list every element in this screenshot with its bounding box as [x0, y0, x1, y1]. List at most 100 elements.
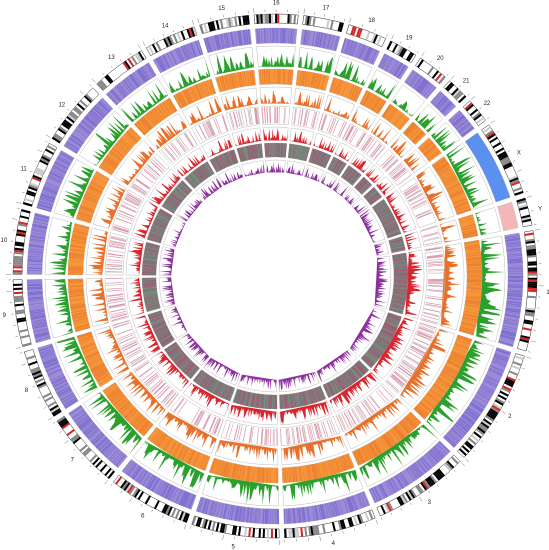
- track-ticks: [398, 177, 437, 229]
- chromosome-11: 11: [16, 140, 186, 248]
- track-ticks: [375, 148, 400, 173]
- track-histogram: [391, 84, 426, 117]
- chromosome-13: 13: [91, 44, 223, 201]
- track-heatmap: [402, 121, 427, 146]
- track-ideogram: [191, 515, 280, 539]
- track-histogram: [414, 104, 444, 133]
- track-histogram: [256, 45, 296, 68]
- track-histogram: [182, 382, 230, 417]
- track-heatmap: [63, 97, 114, 155]
- track-heatmap: [281, 453, 355, 484]
- track-ideogram: [462, 100, 487, 126]
- track-ticks: [104, 232, 129, 276]
- track-heatmap: [37, 343, 79, 410]
- track-ticks: [225, 106, 260, 131]
- track-histogram: [217, 165, 244, 186]
- track-heatmap: [359, 89, 387, 115]
- track-ideogram: [284, 509, 376, 539]
- track-heatmap: [417, 137, 442, 163]
- track-histogram: [93, 325, 130, 378]
- track-ideogram: [443, 80, 467, 104]
- track-histogram: [118, 77, 169, 123]
- track-heatmap: [203, 28, 252, 54]
- track-histogram: [286, 160, 306, 176]
- chromosome-label: 10: [1, 238, 8, 244]
- track-histogram: [281, 435, 348, 466]
- track-ticks: [111, 319, 148, 368]
- track-histogram: [372, 317, 418, 380]
- chromosome-17: 17: [286, 5, 346, 176]
- track-heatmap: [258, 68, 294, 86]
- chromosome-label: Y: [538, 207, 542, 213]
- track-histogram: [440, 242, 465, 331]
- track-histogram: [83, 391, 143, 455]
- track-ideogram: [346, 24, 387, 48]
- track-heatmap: [497, 232, 524, 348]
- track-histogram: [220, 87, 258, 111]
- chromosome-label: 11: [21, 166, 28, 172]
- chromosome-9: 9: [3, 277, 176, 349]
- chromosome-label: 5: [231, 544, 235, 550]
- track-histogram: [332, 179, 351, 198]
- chromosome-label: 4: [332, 541, 336, 547]
- track-histogram: [278, 371, 320, 393]
- chromosome-label: X: [517, 150, 521, 156]
- track-heatmap: [76, 331, 114, 388]
- track-histogram: [163, 216, 186, 248]
- chromosome-label: 9: [3, 313, 7, 319]
- track-histogram: [195, 175, 223, 201]
- track-heatmap: [287, 143, 311, 162]
- track-heatmap: [215, 69, 256, 93]
- track-heatmap: [141, 241, 161, 276]
- track-ideogram: [145, 26, 198, 56]
- track-heatmap: [232, 388, 278, 410]
- chromosome-X: X: [359, 120, 528, 244]
- chromosome-19: 19: [320, 34, 419, 189]
- chromosome-15: 15: [197, 6, 265, 177]
- track-histogram: [289, 127, 315, 146]
- track-heatmap: [381, 103, 411, 131]
- track-ticks: [359, 134, 386, 161]
- track-heatmap: [195, 496, 280, 525]
- track-heatmap: [340, 165, 362, 187]
- track-heatmap: [141, 277, 161, 313]
- track-ticks: [419, 225, 443, 247]
- chromosome-22: 22: [351, 96, 491, 215]
- track-histogram: [475, 207, 501, 236]
- track-histogram: [367, 69, 400, 100]
- track-heatmap: [464, 132, 511, 203]
- track-histogram: [333, 55, 373, 86]
- track-heatmap: [388, 252, 409, 315]
- chromosome-6: 6: [110, 357, 241, 530]
- chromosome-8: 8: [19, 305, 188, 421]
- track-histogram: [313, 132, 339, 154]
- track-ideogram: [51, 87, 100, 144]
- track-histogram: [404, 231, 422, 250]
- track-heatmap: [146, 426, 211, 472]
- chromosome-label: 2: [508, 414, 512, 420]
- track-histogram: [375, 176, 396, 196]
- track-histogram: [44, 217, 73, 275]
- track-ideogram: [386, 40, 417, 64]
- track-heatmap: [172, 78, 217, 110]
- track-histogram: [178, 333, 210, 367]
- track-ideogram: [516, 197, 533, 228]
- track-histogram: [173, 147, 207, 177]
- track-heatmap: [26, 212, 50, 275]
- track-heatmap: [105, 62, 157, 106]
- chromosome-label: 6: [141, 513, 145, 519]
- track-histogram: [150, 350, 190, 392]
- track-ticks: [387, 162, 413, 186]
- track-histogram: [53, 159, 95, 219]
- chromosome-3: 3: [316, 349, 466, 521]
- track-histogram: [262, 126, 289, 141]
- track-histogram: [227, 404, 278, 426]
- track-histogram: [439, 219, 461, 243]
- chromosome-label: 14: [162, 24, 169, 30]
- chromosome-label: 21: [463, 78, 470, 84]
- chromosome-label: 20: [437, 56, 444, 62]
- track-ideogram: [376, 454, 461, 517]
- chromosome-label: 1: [546, 290, 549, 296]
- track-ticks: [280, 416, 341, 447]
